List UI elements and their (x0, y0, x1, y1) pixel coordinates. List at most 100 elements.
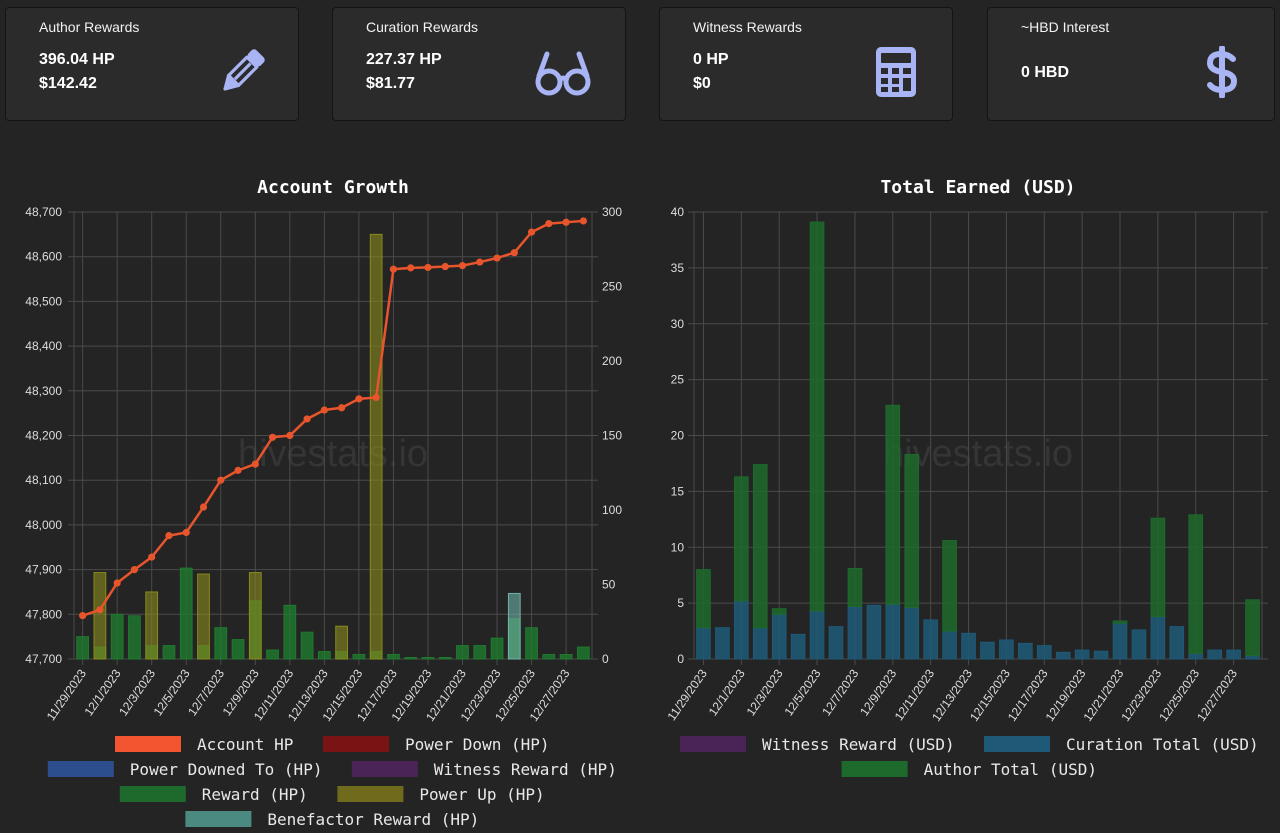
y-left-tick-label: 48,100 (25, 473, 62, 487)
x-tick-label: 12/5/2023 (781, 666, 823, 718)
bar-curation-total-usd- (1074, 649, 1090, 660)
bar-power-up-hp- (335, 625, 349, 660)
legend-label[interactable]: Witness Reward (USD) (762, 735, 955, 754)
bar-reward-hp- (76, 636, 90, 660)
bar-power-up-hp- (369, 233, 383, 660)
account-hp-point (148, 553, 156, 561)
bar-curation-total-usd- (1131, 629, 1147, 660)
bar-reward-hp- (128, 615, 141, 660)
bar-reward-hp- (162, 645, 176, 660)
bar-reward-hp- (231, 639, 245, 660)
bar-curation-total-usd- (1207, 649, 1222, 660)
account-hp-point (424, 263, 432, 272)
card-value-usd: $142.42 (39, 75, 97, 92)
legend-label[interactable]: Curation Total (USD) (1066, 735, 1259, 754)
account-hp-line (82, 219, 584, 617)
y-left-tick-label: 48,200 (25, 429, 62, 443)
bar-curation-total-usd- (1093, 650, 1109, 660)
bar-author-total-usd- (1112, 620, 1128, 624)
account-hp-point (493, 254, 501, 262)
legend-swatch (47, 761, 114, 777)
bar-reward-hp- (214, 627, 228, 660)
card-title: Author Rewards (39, 19, 140, 35)
legend-label[interactable]: Account HP (197, 735, 293, 754)
bar-curation-total-usd- (828, 626, 844, 660)
bar-reward-hp- (421, 657, 435, 660)
legend-label[interactable]: Witness Reward (HP) (434, 760, 617, 779)
bar-reward-hp- (490, 637, 504, 660)
legend-label[interactable]: Reward (HP) (202, 785, 308, 804)
bar-curation-total-usd- (1169, 626, 1185, 660)
bar-curation-total-usd- (1226, 649, 1241, 660)
account-hp-point (562, 218, 570, 226)
chart-title: Account Growth (257, 177, 409, 198)
account-hp-point (96, 606, 104, 614)
bar-power-up-hp- (145, 591, 159, 660)
bar-curation-total-usd- (809, 610, 825, 660)
bar-curation-total-usd- (980, 641, 995, 660)
bar-reward-hp- (110, 613, 124, 660)
account-hp-point (182, 528, 190, 537)
bar-benefactor-reward-hp- (507, 592, 521, 660)
bar-author-total-usd- (771, 608, 787, 615)
legend-swatch (185, 811, 252, 827)
bar-reward-hp- (283, 604, 297, 660)
bar-curation-total-usd- (1112, 622, 1128, 660)
account-hp-point (510, 249, 518, 257)
bar-reward-hp- (179, 567, 193, 660)
y-right-tick-label: 200 (602, 354, 622, 368)
bar-reward-hp- (559, 654, 573, 660)
y-tick-label: 40 (671, 205, 685, 219)
y-left-tick-label: 48,000 (25, 518, 62, 532)
y-right-tick-label: 150 (602, 429, 622, 443)
legend-swatch (680, 736, 746, 752)
y-left-tick-label: 47,900 (25, 563, 62, 577)
legend-label[interactable]: Benefactor Reward (HP) (267, 810, 479, 829)
bar-reward-hp- (576, 646, 590, 660)
bar-curation-total-usd- (1018, 642, 1033, 660)
bar-curation-total-usd- (790, 633, 806, 660)
bar-author-total-usd- (1188, 514, 1204, 654)
x-tick-label: 12/1/2023 (706, 666, 748, 718)
account-hp-point (217, 476, 225, 484)
legend-swatch (351, 761, 418, 777)
legend-label[interactable]: Power Down (HP) (405, 735, 550, 754)
y-right-tick-label: 250 (602, 280, 622, 294)
legend-label[interactable]: Power Up (HP) (419, 785, 544, 804)
y-right-tick-label: 300 (602, 205, 622, 219)
legend-swatch (323, 736, 389, 752)
dollar-icon (1206, 46, 1238, 98)
y-tick-label: 20 (671, 429, 685, 443)
bar-curation-total-usd- (1188, 652, 1204, 660)
card-title: Curation Rewards (366, 19, 479, 35)
glasses-icon (535, 51, 591, 96)
x-tick-label: 11/29/2023 (665, 666, 711, 723)
y-right-tick-label: 50 (602, 578, 616, 592)
legend-label[interactable]: Author Total (USD) (924, 760, 1097, 779)
bar-curation-total-usd- (999, 639, 1014, 660)
x-tick-label: 11/29/2023 (44, 666, 90, 723)
account-hp-point (234, 466, 242, 474)
bar-curation-total-usd- (885, 603, 901, 660)
bar-reward-hp- (404, 657, 418, 660)
calculator-icon (876, 47, 916, 97)
bar-power-up-hp- (248, 572, 262, 660)
account-hp-point (286, 431, 294, 440)
y-tick-label: 30 (671, 317, 685, 331)
card-value-hp: 396.04 HP (39, 51, 115, 68)
card-value-hbd: 0 HBD (1021, 64, 1070, 81)
bar-curation-total-usd- (734, 600, 749, 660)
watermark: hivestats.io (238, 433, 428, 475)
witness-rewards-card: Witness Rewards 0 HP $0 (659, 7, 953, 121)
y-tick-label: 35 (671, 261, 685, 275)
bar-curation-total-usd- (771, 613, 787, 660)
legend-swatch (119, 786, 186, 802)
y-right-tick-label: 0 (602, 652, 609, 666)
card-value-usd: $0 (693, 75, 711, 92)
bar-curation-total-usd- (1036, 645, 1052, 660)
y-tick-label: 15 (671, 484, 685, 498)
bar-curation-total-usd- (752, 627, 768, 660)
bar-reward-hp- (438, 657, 452, 660)
y-left-tick-label: 48,300 (25, 384, 62, 398)
legend-label[interactable]: Power Downed To (HP) (130, 760, 323, 779)
